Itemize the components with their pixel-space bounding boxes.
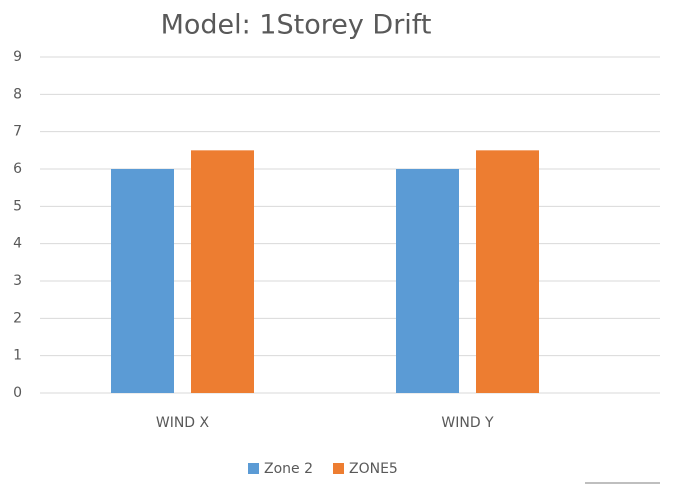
x-tick-label: WIND Y xyxy=(441,415,494,431)
legend-label: Zone 2 xyxy=(264,461,313,477)
y-tick-label: 2 xyxy=(13,310,22,326)
y-tick-label: 4 xyxy=(13,236,22,252)
legend-swatch xyxy=(333,463,344,474)
y-tick-label: 3 xyxy=(13,273,22,289)
bar xyxy=(191,150,254,393)
y-tick-label: 0 xyxy=(13,385,22,401)
chart-title: Model: 1Storey Drift xyxy=(161,10,432,41)
legend-label: ZONE5 xyxy=(349,461,398,477)
legend-swatch xyxy=(248,463,259,474)
bar xyxy=(396,169,459,393)
bar xyxy=(111,169,174,393)
y-tick-label: 5 xyxy=(13,198,22,214)
y-tick-label: 6 xyxy=(13,161,22,177)
y-tick-label: 9 xyxy=(13,49,22,65)
bar xyxy=(476,150,539,393)
y-tick-label: 7 xyxy=(13,124,22,140)
y-tick-label: 1 xyxy=(13,348,22,364)
x-tick-label: WIND X xyxy=(156,415,210,431)
y-tick-label: 8 xyxy=(13,86,22,102)
